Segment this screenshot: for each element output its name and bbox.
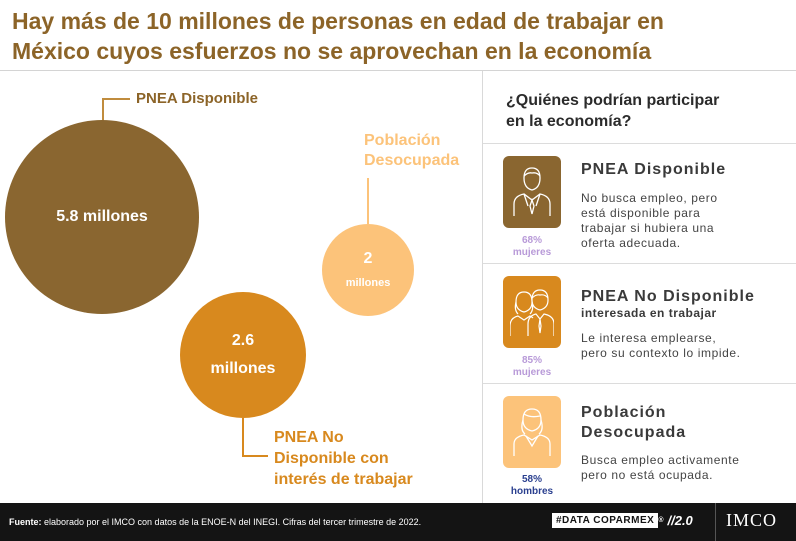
card-divider [483,263,796,264]
pnea-disponible-bubble: 5.8 millones [5,120,199,314]
pnea-disponible-label: PNEA Disponible [136,90,258,107]
question-line-2: en la economía? [506,113,632,130]
imco-logo: IMCO [726,510,778,530]
card-title-line: Desocupada [581,424,687,441]
card-icon-box [503,396,561,468]
card-description: Le interesa emplearse, pero su contexto … [581,331,786,361]
title-line-2: México cuyos esfuerzos no se aprovechan … [12,38,652,64]
man-suit-icon [513,167,551,216]
desc-line: está disponible para [581,206,701,220]
card-percentage: 58% hombres [498,474,566,498]
desc-line: trabajar si hubiera una [581,221,715,235]
desc-line: oferta adecuada. [581,236,681,250]
card-divider [483,143,796,144]
poblacion-desocupada-value: 2 [363,250,373,267]
footer-divider [715,503,716,541]
question-line-1: ¿Quiénes podrían participar [506,92,720,109]
card-icon-box [503,276,561,348]
pnea-disponible-value: 5.8 millones [56,208,148,225]
desc-line: pero su contexto lo impide. [581,346,741,360]
pct-value: 68% [521,235,542,246]
card-title-line: Población [581,404,667,421]
pnea-no-disponible-unit: millones [210,360,276,377]
pnea-no-disponible-leader-v [242,418,244,456]
card-description: Busca empleo activamente pero no está oc… [581,453,786,483]
pnea-no-disponible-label-3: interés de trabajar [274,471,413,488]
title-line-1: Hay más de 10 millones de personas en ed… [12,8,664,34]
poblacion-desocupada-bubble: 2 millones [322,224,414,316]
desc-line: No busca empleo, pero [581,191,718,205]
card-icon-box [503,156,561,228]
pct-group: hombres [510,486,554,497]
pnea-no-disponible-label-2: Disponible con [274,450,389,467]
source-note: Fuente: elaborado por el IMCO con datos … [9,517,421,527]
title-divider [0,70,796,71]
pnea-no-disponible-label-1: PNEA No [274,429,344,446]
brand-tag: #DATA COPARMEX [552,513,659,528]
footer-bar [0,503,796,541]
poblacion-desocupada-label-1: Población [364,132,441,149]
data-coparmex-logo: #DATA COPARMEX ® //2.0 [552,513,693,528]
page-title: Hay más de 10 millones de personas en ed… [12,6,792,66]
pnea-no-disponible-leader-h [242,455,268,457]
woman-icon [513,408,551,456]
poblacion-desocupada-label: Población Desocupada [364,131,459,171]
poblacion-desocupada-label-2: Desocupada [364,152,460,169]
couple-icon [510,289,554,336]
column-divider [482,71,483,503]
brand-version: //2.0 [667,513,693,528]
poblacion-desocupada-unit: millones [345,277,391,289]
pnea-no-disponible-value: 2.6 [231,332,255,349]
pct-group: mujeres [512,367,552,378]
desc-line: Le interesa emplearse, [581,331,717,345]
pct-value: 58% [521,474,542,485]
pnea-no-disponible-label: PNEA No Disponible con interés de trabaj… [274,427,413,490]
card-divider [483,383,796,384]
question-heading: ¿Quiénes podrían participar en la econom… [506,90,786,132]
desc-line: pero no está ocupada. [581,468,714,482]
brand-registered-mark: ® [658,517,664,524]
card-percentage: 68% mujeres [498,235,566,259]
poblacion-desocupada-leader [367,178,369,224]
pnea-no-disponible-bubble: 2.6 millones [180,292,306,418]
pnea-disponible-leader-v [102,98,104,122]
pnea-disponible-leader-h [102,98,130,100]
source-label: Fuente: [9,517,42,527]
card-title: PNEA No Disponible [581,288,755,305]
pct-group: mujeres [512,247,552,258]
card-subtitle: interesada en trabajar [581,306,717,320]
card-percentage: 85% mujeres [498,355,566,379]
card-title: PNEA Disponible [581,161,727,178]
card-title: Población Desocupada [581,403,686,443]
desc-line: Busca empleo activamente [581,453,740,467]
pct-value: 85% [521,355,542,366]
card-description: No busca empleo, pero está disponible pa… [581,191,786,251]
source-text: elaborado por el IMCO con datos de la EN… [41,517,422,527]
